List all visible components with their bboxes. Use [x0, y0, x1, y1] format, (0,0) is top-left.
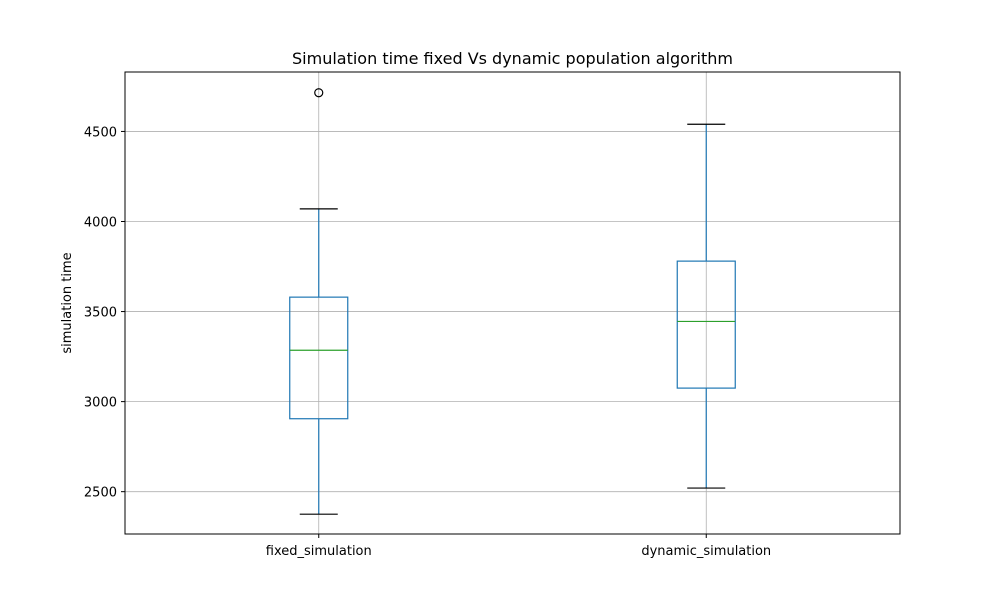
iqr-box — [676, 260, 736, 389]
box-fixed_simulation — [289, 88, 349, 515]
x-axis-ticks: fixed_simulation dynamic_simulation — [266, 534, 771, 559]
x-tick-label: dynamic_simulation — [641, 544, 771, 559]
y-tick-label: 3000 — [84, 396, 117, 411]
plot-area-frame — [124, 71, 901, 535]
y-axis-label: simulation time — [60, 252, 75, 353]
outlier-point — [314, 88, 324, 98]
y-tick-label: 3500 — [84, 306, 117, 321]
box-dynamic_simulation — [676, 123, 736, 489]
y-tick-label: 4500 — [84, 125, 117, 140]
iqr-box — [289, 296, 349, 420]
chart-title: Simulation time fixed Vs dynamic populat… — [292, 49, 733, 68]
boxes-layer — [289, 88, 736, 515]
grid-lines — [125, 72, 900, 534]
y-tick-label: 4000 — [84, 215, 117, 230]
y-axis-ticks: 2500 3000 3500 4000 4500 — [84, 125, 125, 501]
x-tick-label: fixed_simulation — [266, 544, 372, 559]
y-tick-label: 2500 — [84, 486, 117, 501]
